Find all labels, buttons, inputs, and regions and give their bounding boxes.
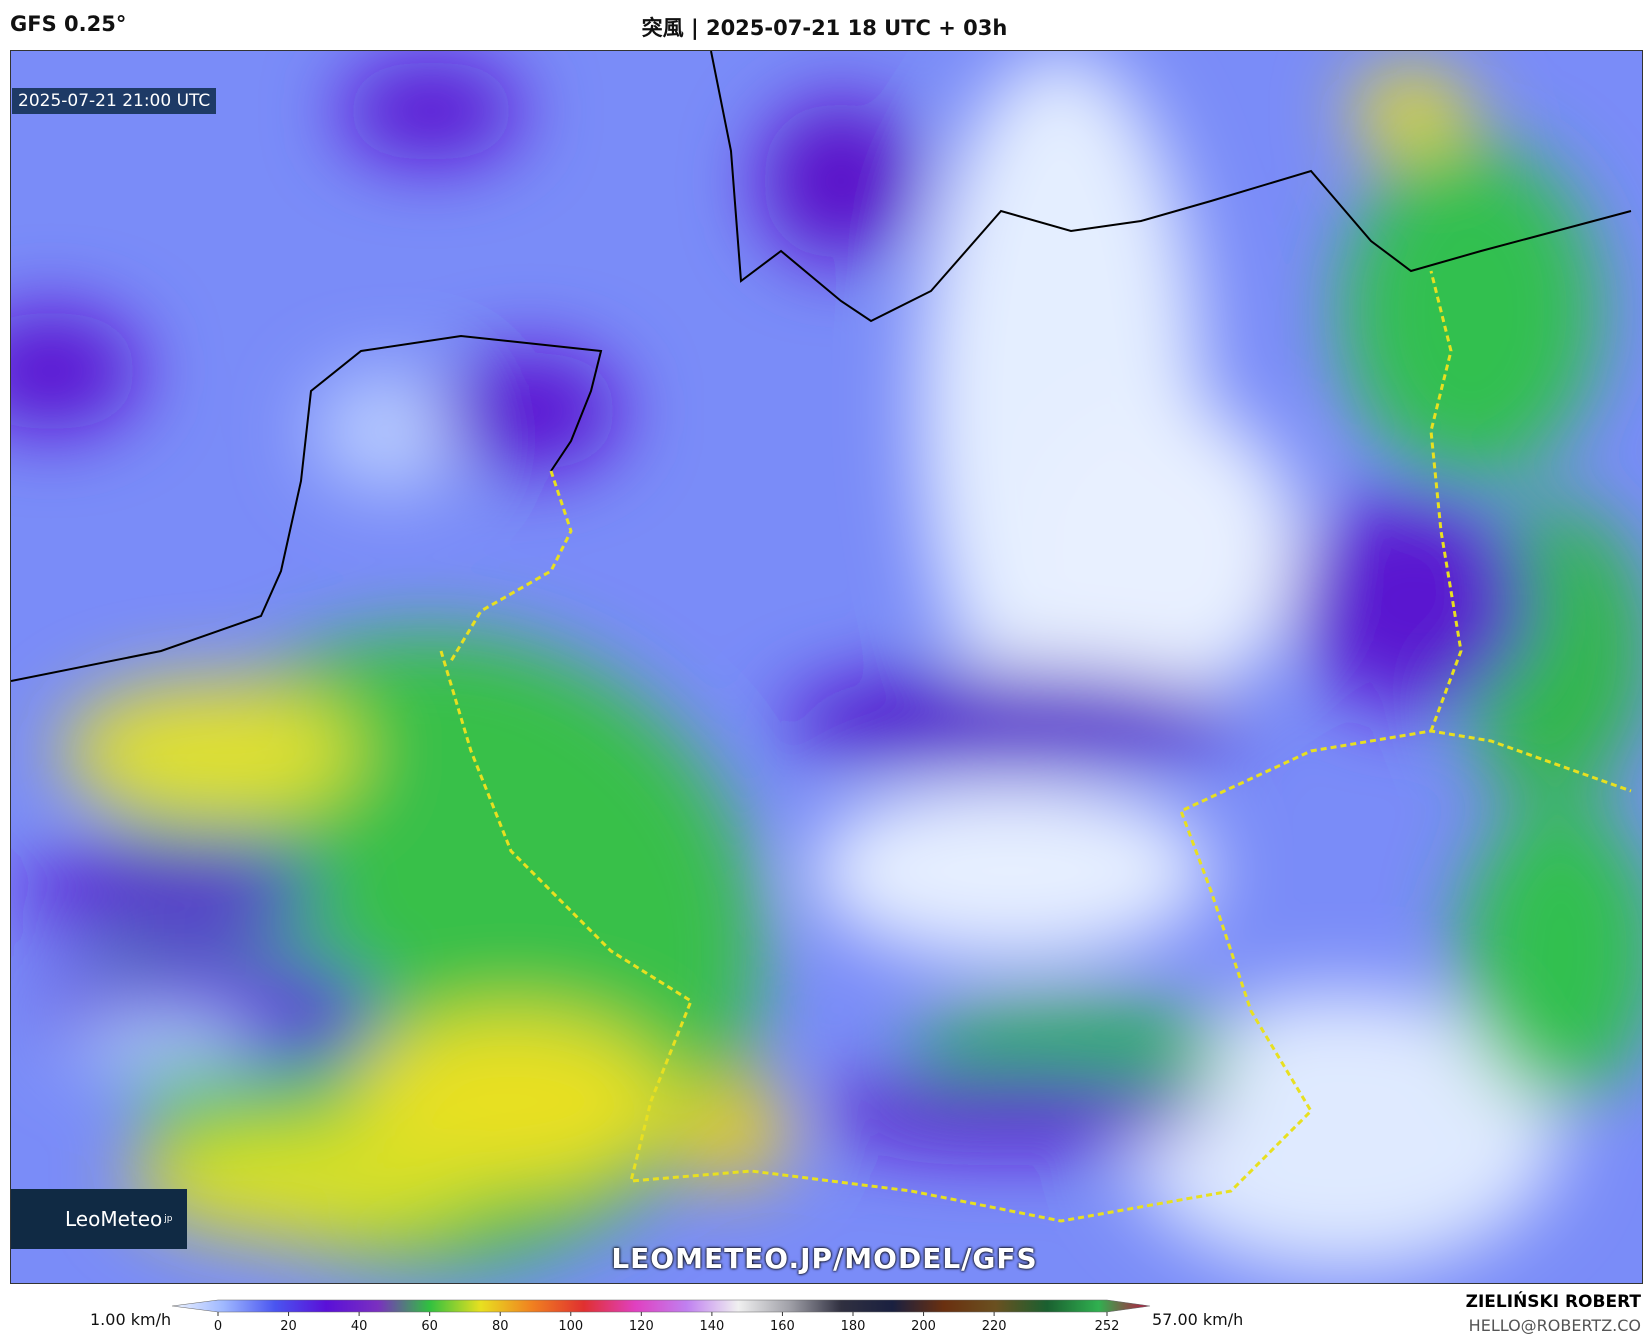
colorbar-tick-label: 200	[911, 1319, 936, 1334]
colorbar-tick-label: 20	[280, 1319, 297, 1334]
colorbar-tick-label: 120	[629, 1319, 654, 1334]
map: LeoMeteo jp	[10, 50, 1643, 1284]
logo-text: LeoMeteo	[65, 1207, 163, 1231]
map-title: 突風 | 2025-07-21 18 UTC + 03h	[641, 16, 1008, 40]
author-name: ZIELIŃSKI ROBERT	[1465, 1292, 1641, 1312]
model-label: GFS 0.25°	[10, 12, 127, 36]
colorbar-tick-label: 0	[214, 1319, 222, 1334]
author-email: HELLO@ROBERTZ.CO	[1468, 1316, 1641, 1335]
timestamp: 2025-07-21 21:00 UTC	[12, 88, 217, 114]
colorbar-tick-label: 160	[770, 1319, 795, 1334]
colorbar-tick-label: 180	[841, 1319, 866, 1334]
map-field	[11, 51, 1642, 1283]
colorbar-bar	[171, 1299, 1151, 1313]
colorbar-tick-label: 252	[1095, 1319, 1120, 1334]
colorbar-tick-label: 40	[351, 1319, 368, 1334]
colorbar-min-label: 1.00 km/h	[90, 1310, 172, 1329]
colorbar-tick-label: 100	[558, 1319, 583, 1334]
watermark: LEOMETEO.JP/MODEL/GFS	[611, 1242, 1038, 1275]
colorbar-tick-label: 60	[421, 1319, 438, 1334]
colorbar-max-label: 57.00 km/h	[1152, 1310, 1244, 1329]
colorbar-tick-label: 140	[699, 1319, 724, 1334]
logo-suffix: jp	[164, 1214, 173, 1224]
colorbar: 0 20 40 60 80 100 120 140 160 180 200 220 252	[171, 1299, 1151, 1334]
colorbar-tick-label: 80	[492, 1319, 509, 1334]
colorbar-tick-label: 220	[982, 1319, 1007, 1334]
logo: LeoMeteo jp	[11, 1189, 187, 1249]
